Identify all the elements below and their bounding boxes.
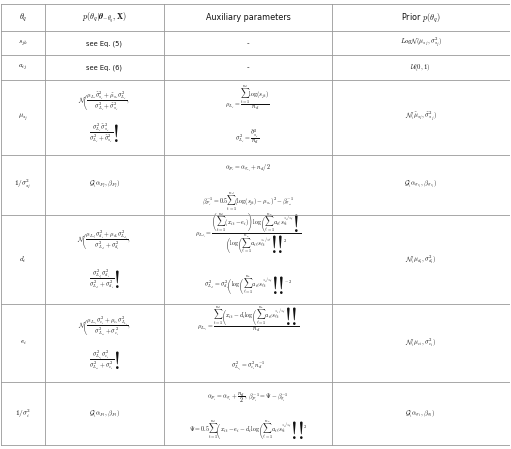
- Text: $s_{jk}$: $s_{jk}$: [18, 39, 28, 48]
- Text: $\mathcal{G}(\alpha_{P_i}, \beta_{P_i})$: $\mathcal{G}(\alpha_{P_i}, \beta_{P_i})$: [89, 408, 120, 419]
- Text: $\alpha_{P_i} = \alpha_{\sigma_i} + \dfrac{n_d}{2},\; \beta^{-1}_{P_i} = \Psi - : $\alpha_{P_i} = \alpha_{\sigma_i} + \dfr…: [207, 390, 289, 405]
- Text: see Eq. (5): see Eq. (5): [86, 40, 122, 47]
- Text: $1/\sigma^2_{s_j}$: $1/\sigma^2_{s_j}$: [14, 177, 32, 192]
- Text: $\mathcal{U}(0, 1)$: $\mathcal{U}(0, 1)$: [410, 62, 431, 73]
- Text: $e_i$: $e_i$: [19, 339, 27, 347]
- Text: $\mathcal{G}(\alpha_{\sigma_i}, \beta_{\sigma_i})$: $\mathcal{G}(\alpha_{\sigma_i}, \beta_{\…: [405, 408, 436, 419]
- Text: $1/\sigma^2_i$: $1/\sigma^2_i$: [15, 408, 31, 420]
- Text: $a_{ij}$: $a_{ij}$: [18, 63, 28, 72]
- Text: $Log\mathcal{N}(\mu_{s_j}, \sigma^2_{s_j})$: $Log\mathcal{N}(\mu_{s_j}, \sigma^2_{s_j…: [400, 36, 442, 50]
- Text: $\mathcal{G}(\alpha_{\sigma_{s_j}}, \beta_{\sigma_{s_j}})$: $\mathcal{G}(\alpha_{\sigma_{s_j}}, \bet…: [404, 179, 437, 190]
- Text: $\mathcal{N}\!\left(\dfrac{\mu_{L_{e_i}}\sigma^2_{e_i}+\mu_{e_i}\sigma^2_{L_{e_i: $\mathcal{N}\!\left(\dfrac{\mu_{L_{e_i}}…: [78, 314, 131, 338]
- Text: Auxiliary parameters: Auxiliary parameters: [205, 13, 290, 22]
- Text: $\sigma^2_{L_{e_i}} = \sigma^2_{e_i}n_d^{-1}$: $\sigma^2_{L_{e_i}} = \sigma^2_{e_i}n_d^…: [230, 360, 265, 373]
- Text: -: -: [247, 40, 249, 46]
- Text: see Eq. (6): see Eq. (6): [86, 64, 122, 71]
- Text: Prior $p(\theta_q)$: Prior $p(\theta_q)$: [401, 11, 440, 24]
- Text: $\Psi = 0.5\sum_{t=1}^{n_d}\!\left(x_{it}-e_i-d_i\log\!\left(\sum_{\ell=1}^{n_s}: $\Psi = 0.5\sum_{t=1}^{n_d}\!\left(x_{it…: [189, 418, 307, 442]
- Text: $\mathcal{N}\!\left(\dfrac{\mu_{L_j}\tilde{\sigma}^2_{s_j}+\tilde{\mu}_{s_j}\sig: $\mathcal{N}\!\left(\dfrac{\mu_{L_j}\til…: [78, 88, 130, 113]
- Text: $\mathcal{N}(\mu_{e_i}, \sigma^2_{e_i})$: $\mathcal{N}(\mu_{e_i}, \sigma^2_{e_i})$: [405, 337, 436, 349]
- Text: $\alpha_{P_j} = \alpha_{\sigma_{s_j}} + n_d/2$: $\alpha_{P_j} = \alpha_{\sigma_{s_j}} + …: [225, 163, 271, 173]
- Text: $\left.\dfrac{\sigma^2_{L_{d_i}}\sigma^2_{d_i}}{\sigma^2_{L_{d_i}}+\sigma^2_{d_i: $\left.\dfrac{\sigma^2_{L_{d_i}}\sigma^2…: [89, 267, 120, 291]
- Text: $\sigma^2_{L_{d_i}} = \sigma^2_{d_i}\!\left(\log\!\left(\sum_{\ell=1}^{n_s}a_{i\: $\sigma^2_{L_{d_i}} = \sigma^2_{d_i}\!\l…: [204, 274, 292, 297]
- Text: $\mathcal{N}\!\left(\dfrac{\mu_{L_{d_i}}\sigma^2_{d_i}+\mu_{d_i}\sigma^2_{L_{d_i: $\mathcal{N}\!\left(\dfrac{\mu_{L_{d_i}}…: [78, 228, 131, 252]
- Text: $\sigma^2_{L_j} = \dfrac{\tilde{\sigma}^2_{s_j}}{n_d}$: $\sigma^2_{L_j} = \dfrac{\tilde{\sigma}^…: [236, 127, 260, 146]
- Text: $d_i$: $d_i$: [19, 255, 27, 265]
- Text: $\mathcal{G}(\alpha_{P_j}, \beta_{P_j})$: $\mathcal{G}(\alpha_{P_j}, \beta_{P_j})$: [88, 179, 120, 191]
- Text: $\mu_{L_{e_i}} = \dfrac{\sum_{t=1}^{n_d}\!\left(x_{it}-d_i\log\!\left(\sum_{\ell: $\mu_{L_{e_i}} = \dfrac{\sum_{t=1}^{n_d}…: [197, 305, 299, 335]
- Text: $p(\theta_q|\boldsymbol{\theta}_{-\theta_q}, \mathbf{X})$: $p(\theta_q|\boldsymbol{\theta}_{-\theta…: [82, 10, 127, 25]
- Text: $\mu_{s_j}$: $\mu_{s_j}$: [18, 111, 28, 123]
- Text: $\mu_{L_{d_i}} = \dfrac{\left(\sum_{t=1}^{n_d}(x_{it}-e_i)\right)\log\!\left(\su: $\mu_{L_{d_i}} = \dfrac{\left(\sum_{t=1}…: [195, 211, 301, 256]
- Text: $\mathcal{N}(\tilde{\mu}_{s_j}, \tilde{\sigma}^2_{s_j})$: $\mathcal{N}(\tilde{\mu}_{s_j}, \tilde{\…: [405, 110, 437, 124]
- Text: $\mathcal{N}(\mu_{d_i}, \sigma^2_{d_i})$: $\mathcal{N}(\mu_{d_i}, \sigma^2_{d_i})$: [405, 253, 436, 266]
- Text: $\theta_q$: $\theta_q$: [19, 12, 27, 23]
- Text: $\left.\dfrac{\sigma^2_{L_{e_i}}\sigma^2_{e_i}}{\sigma^2_{L_{e_i}}+\sigma^2_{e_i: $\left.\dfrac{\sigma^2_{L_{e_i}}\sigma^2…: [89, 348, 120, 372]
- Text: $\left.\dfrac{\sigma^2_{L_j}\tilde{\sigma}^2_{s_j}}{\sigma^2_{L_j}+\tilde{\sigma: $\left.\dfrac{\sigma^2_{L_j}\tilde{\sigm…: [89, 122, 120, 145]
- Text: $\beta^{-1}_{P_j} = 0.5\sum_{t=1}^{n_d}\!\left(\log(s_{jt})-\mu_{s_j}\right)^2 -: $\beta^{-1}_{P_j} = 0.5\sum_{t=1}^{n_d}\…: [202, 190, 294, 213]
- Text: $\mu_{L_j} = \dfrac{\sum_{t=1}^{n_d}\log(s_{jt})}{n_d}$: $\mu_{L_j} = \dfrac{\sum_{t=1}^{n_d}\log…: [225, 84, 270, 112]
- Text: -: -: [247, 65, 249, 70]
